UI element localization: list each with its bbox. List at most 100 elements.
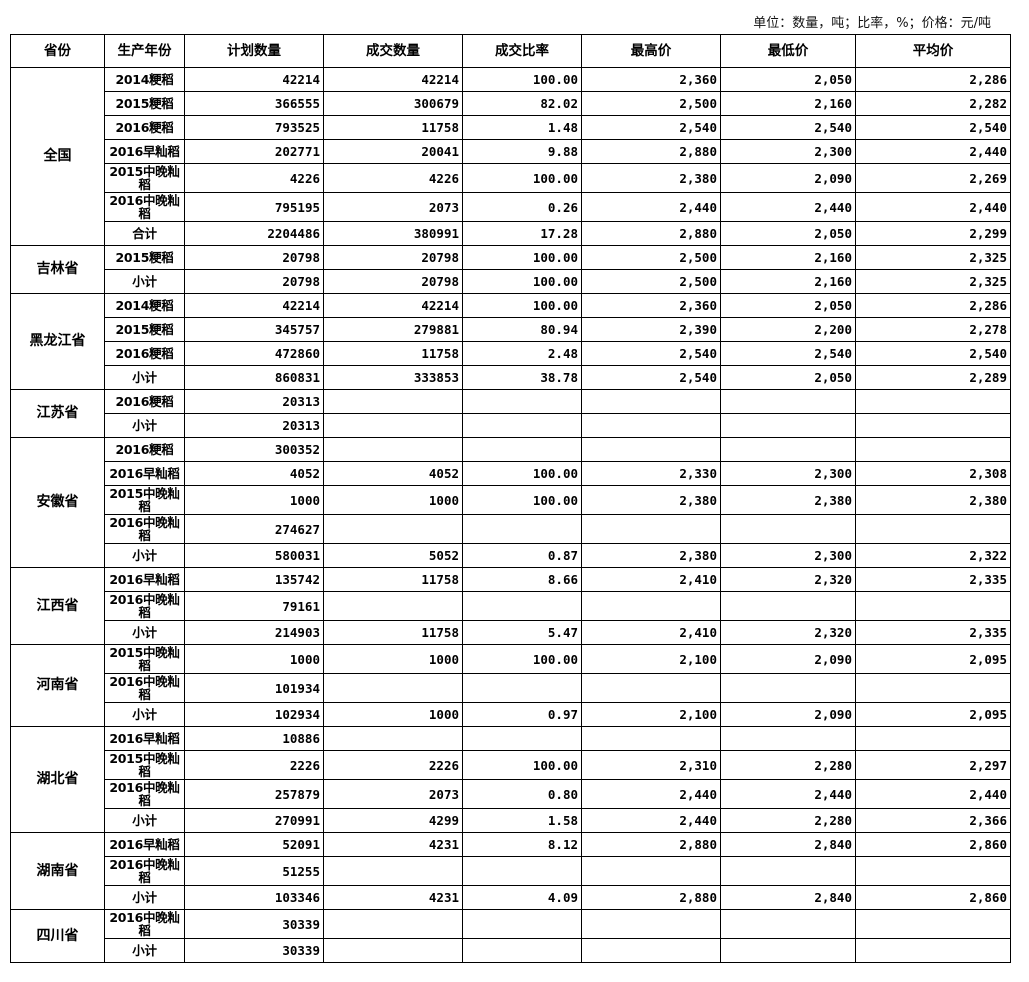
trade-ratio-cell: 5.47 <box>462 620 582 645</box>
production-year-cell: 小计 <box>104 365 185 390</box>
planned-quantity-cell: 10886 <box>184 726 324 751</box>
lowest-price-cell: 2,320 <box>720 567 856 592</box>
table-row: 2015粳稻 366555 300679 82.02 2,500 2,160 2,282 <box>11 91 1011 116</box>
production-year-cell: 小计 <box>104 938 185 963</box>
trade-ratio-cell: 100.00 <box>462 269 582 294</box>
table-row: 河南省 2015中晚籼稻 1000 1000 100.00 2,100 2,090 2,095 <box>10 644 1011 727</box>
traded-quantity-cell <box>323 591 463 621</box>
production-year-cell: 2016早籼稻 <box>104 461 185 486</box>
traded-quantity-cell <box>323 413 463 438</box>
production-year-cell: 2016粳稻 <box>104 341 185 366</box>
production-year-cell: 2016中晚籼稻 <box>104 514 185 544</box>
average-price-cell <box>855 413 1011 438</box>
highest-price-cell <box>581 673 721 703</box>
table-row: 小计 103346 4231 4.09 2,880 2,840 2,860 <box>11 885 1011 910</box>
highest-price-cell: 2,440 <box>581 808 721 833</box>
highest-price-cell <box>581 413 721 438</box>
traded-quantity-cell: 1000 <box>323 702 463 727</box>
planned-quantity-cell: 79161 <box>184 591 324 621</box>
highest-price-cell: 2,540 <box>581 365 721 390</box>
traded-quantity-cell: 5052 <box>323 543 463 568</box>
planned-quantity-cell: 135742 <box>184 567 324 592</box>
table-row: 2016中晚籼稻 274627 <box>11 514 1011 544</box>
lowest-price-cell: 2,440 <box>720 779 856 809</box>
traded-quantity-cell <box>323 389 463 414</box>
highest-price-cell <box>581 856 721 886</box>
table-row: 2016中晚籼稻 257879 2073 0.80 2,440 2,440 2,440 <box>11 779 1011 809</box>
traded-quantity-cell <box>323 514 463 544</box>
lowest-price-cell: 2,440 <box>720 192 856 222</box>
highest-price-cell: 2,440 <box>581 779 721 809</box>
planned-quantity-cell: 1000 <box>184 644 324 674</box>
highest-price-cell <box>581 514 721 544</box>
lowest-price-cell: 2,540 <box>720 341 856 366</box>
trade-ratio-cell: 9.88 <box>462 139 582 164</box>
table-row: 2016粳稻 472860 11758 2.48 2,540 2,540 2,540 <box>11 341 1011 366</box>
production-year-cell: 2016中晚籼稻 <box>104 591 185 621</box>
highest-price-cell: 2,410 <box>581 567 721 592</box>
highest-price-cell: 2,360 <box>581 293 721 318</box>
average-price-cell: 2,095 <box>855 644 1011 674</box>
table-row: 小计 214903 11758 5.47 2,410 2,320 2,335 <box>11 620 1011 645</box>
planned-quantity-cell: 101934 <box>184 673 324 703</box>
header-trade-ratio: 成交比率 <box>462 34 582 68</box>
production-year-cell: 2016中晚籼稻 <box>104 192 185 222</box>
lowest-price-cell <box>720 726 856 751</box>
trade-ratio-cell: 0.87 <box>462 543 582 568</box>
planned-quantity-cell: 2204486 <box>184 221 324 246</box>
trade-ratio-cell <box>462 938 582 963</box>
average-price-cell: 2,282 <box>855 91 1011 116</box>
production-year-cell: 小计 <box>104 543 185 568</box>
lowest-price-cell: 2,050 <box>720 221 856 246</box>
highest-price-cell: 2,880 <box>581 139 721 164</box>
planned-quantity-cell: 2226 <box>184 750 324 780</box>
table-row: 小计 860831 333853 38.78 2,540 2,050 2,289 <box>11 365 1011 390</box>
trade-ratio-cell: 100.00 <box>462 67 582 92</box>
trade-ratio-cell: 8.66 <box>462 567 582 592</box>
highest-price-cell <box>581 938 721 963</box>
planned-quantity-cell: 42214 <box>184 67 324 92</box>
average-price-cell <box>855 726 1011 751</box>
trade-ratio-cell: 100.00 <box>462 750 582 780</box>
lowest-price-cell: 2,160 <box>720 269 856 294</box>
lowest-price-cell: 2,090 <box>720 644 856 674</box>
planned-quantity-cell: 20798 <box>184 269 324 294</box>
traded-quantity-cell: 2073 <box>323 779 463 809</box>
traded-quantity-cell <box>323 673 463 703</box>
lowest-price-cell: 2,160 <box>720 245 856 270</box>
table-row: 黑龙江省 2014粳稻 42214 42214 100.00 2,360 2,050 2,28… <box>10 293 1011 390</box>
average-price-cell <box>855 389 1011 414</box>
table-row: 2016中晚籼稻 795195 2073 0.26 2,440 2,440 2,440 <box>11 192 1011 222</box>
average-price-cell: 2,299 <box>855 221 1011 246</box>
trade-ratio-cell: 0.80 <box>462 779 582 809</box>
average-price-cell: 2,540 <box>855 115 1011 140</box>
average-price-cell: 2,286 <box>855 67 1011 92</box>
trade-ratio-cell <box>462 726 582 751</box>
highest-price-cell: 2,540 <box>581 115 721 140</box>
average-price-cell: 2,095 <box>855 702 1011 727</box>
traded-quantity-cell: 11758 <box>323 341 463 366</box>
trade-ratio-cell <box>462 673 582 703</box>
traded-quantity-cell: 11758 <box>323 115 463 140</box>
highest-price-cell: 2,100 <box>581 644 721 674</box>
production-year-cell: 2014粳稻 <box>104 293 185 318</box>
average-price-cell <box>855 909 1011 939</box>
traded-quantity-cell: 20041 <box>323 139 463 164</box>
planned-quantity-cell: 795195 <box>184 192 324 222</box>
table-row: 小计 270991 4299 1.58 2,440 2,280 2,366 <box>11 808 1011 833</box>
trade-ratio-cell: 100.00 <box>462 485 582 515</box>
table-row: 江苏省 2016粳稻 20313 <box>10 389 1011 438</box>
highest-price-cell: 2,540 <box>581 341 721 366</box>
planned-quantity-cell: 51255 <box>184 856 324 886</box>
highest-price-cell: 2,360 <box>581 67 721 92</box>
table-row: 2015中晚籼稻 1000 1000 100.00 2,380 2,380 2,380 <box>11 485 1011 515</box>
production-year-cell: 2015粳稻 <box>104 317 185 342</box>
average-price-cell: 2,269 <box>855 163 1011 193</box>
header-traded-quantity: 成交数量 <box>323 34 463 68</box>
planned-quantity-cell: 257879 <box>184 779 324 809</box>
province-cell: 湖北省 <box>10 726 105 833</box>
lowest-price-cell: 2,380 <box>720 485 856 515</box>
table-row: 2015粳稻 345757 279881 80.94 2,390 2,200 2,278 <box>11 317 1011 342</box>
lowest-price-cell: 2,200 <box>720 317 856 342</box>
highest-price-cell <box>581 591 721 621</box>
